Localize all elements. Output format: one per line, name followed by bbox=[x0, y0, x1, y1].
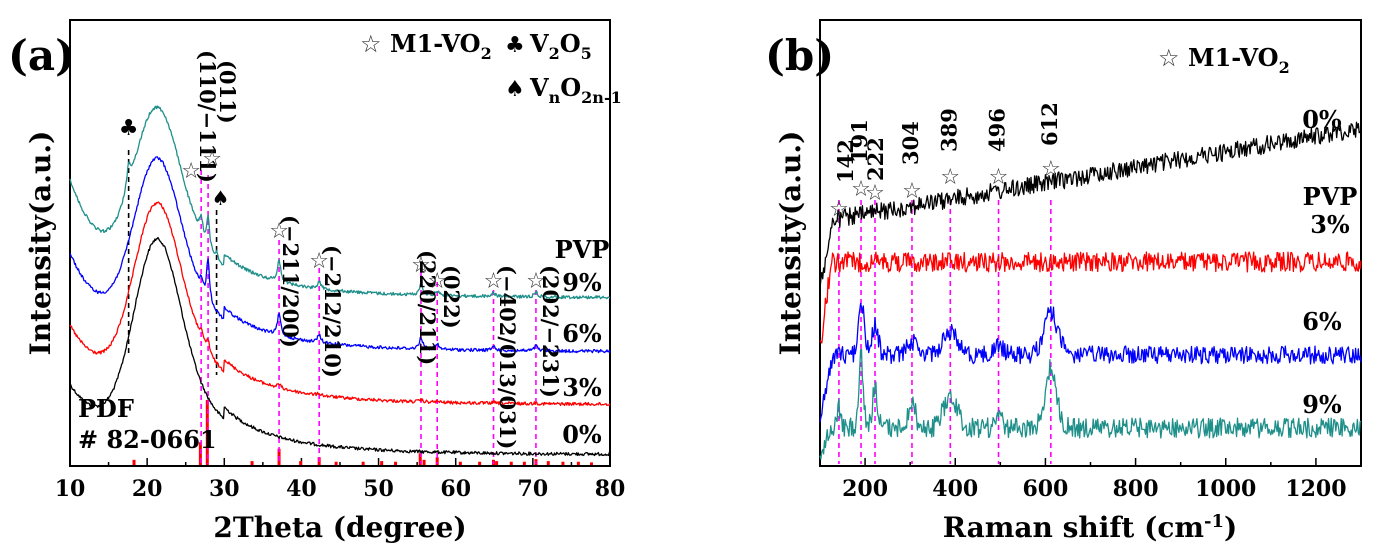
star-marker: ☆ bbox=[829, 197, 849, 222]
peak-label: 496 bbox=[985, 108, 1010, 152]
panel-b-x-axis-label: Raman shift (cm-1) bbox=[943, 511, 1238, 544]
x-tick-label: 10 bbox=[55, 476, 86, 502]
panel-b-label: (b) bbox=[765, 31, 834, 80]
x-tick-label: 50 bbox=[363, 476, 394, 502]
x-tick-label: 1200 bbox=[1285, 476, 1346, 502]
star-marker: ☆ bbox=[526, 269, 546, 294]
x-tick-label: 800 bbox=[1113, 476, 1159, 502]
peak-label: (−212/210) bbox=[320, 245, 345, 378]
raman-series-3pct bbox=[819, 251, 1362, 344]
panel-a-peak-guides bbox=[127, 150, 537, 464]
pdf-number-label: # 82-0661 bbox=[78, 425, 217, 454]
legend-vno2n-1: VnO2n-1 bbox=[529, 73, 622, 107]
panel-a-label: (a) bbox=[8, 31, 75, 80]
peak-label: (110/−111) bbox=[195, 50, 220, 183]
legend-v2o5: V2O5 bbox=[529, 29, 592, 63]
x-tick-label: 600 bbox=[1022, 476, 1068, 502]
series-label: 9% bbox=[562, 268, 602, 297]
peak-label: 191 bbox=[847, 119, 872, 163]
panel-b-y-axis-label: Intensity(a.u.) bbox=[774, 131, 807, 356]
star-marker: ☆ bbox=[181, 159, 201, 184]
series-label: 3% bbox=[1310, 210, 1350, 239]
xrd-series-0pct bbox=[69, 236, 611, 457]
star-marker: ☆ bbox=[269, 219, 289, 244]
xrd-series-9pct bbox=[69, 105, 611, 300]
star-marker: ☆ bbox=[1041, 157, 1061, 182]
series-label: 6% bbox=[562, 319, 602, 348]
series-label: 3% bbox=[562, 373, 602, 402]
panel-a-xrd-chart: (a) 10 20 30 40 50 60 70 80 2Theta (degree) Int… bbox=[8, 19, 626, 544]
peak-label: 304 bbox=[898, 121, 923, 165]
series-label: 0% bbox=[562, 420, 602, 449]
star-marker: ☆ bbox=[902, 179, 922, 204]
raman-series-0pct bbox=[819, 121, 1362, 290]
xrd-series-6pct bbox=[69, 156, 611, 354]
star-marker: ☆ bbox=[484, 269, 504, 294]
peak-label: 142 bbox=[833, 139, 858, 183]
peak-label: (202/−231) bbox=[538, 265, 563, 398]
legend-star-icon: ☆ bbox=[360, 30, 382, 58]
series-label: 0% bbox=[1302, 105, 1342, 134]
star-marker: ☆ bbox=[202, 147, 222, 172]
star-marker: ☆ bbox=[427, 269, 447, 294]
star-marker: ☆ bbox=[851, 177, 871, 202]
panel-b-x-ticks: 200 400 600 800 1000 1200 bbox=[842, 458, 1347, 502]
panel-b-plot-frame bbox=[819, 19, 1362, 467]
spade-marker: ♠ bbox=[212, 186, 230, 210]
club-marker: ♣ bbox=[119, 116, 139, 141]
x-tick-label: 70 bbox=[518, 476, 549, 502]
peak-label: (−211/200) bbox=[278, 215, 303, 348]
star-marker: ☆ bbox=[411, 253, 431, 278]
xrd-series-3pct bbox=[69, 201, 611, 407]
peak-label: 612 bbox=[1037, 102, 1062, 146]
panel-a-legend: ☆ M1-VO2 ♣ V2O5♠ VnO2n-1 bbox=[360, 29, 622, 107]
panel-a-x-ticks: 10 20 30 40 50 60 70 80 bbox=[55, 458, 626, 502]
pdf-label: PDF bbox=[78, 394, 134, 423]
legend-spade-icon: ♠ bbox=[505, 77, 525, 102]
series-label: 9% bbox=[1302, 390, 1342, 419]
x-tick-label: 400 bbox=[932, 476, 978, 502]
peak-label: 389 bbox=[936, 108, 961, 152]
star-marker: ☆ bbox=[989, 165, 1009, 190]
peak-label: (022) bbox=[439, 265, 464, 329]
panel-b-peak-guides bbox=[838, 200, 1052, 464]
x-tick-label: 30 bbox=[209, 476, 240, 502]
legend-star-icon: ☆ bbox=[1158, 44, 1180, 72]
x-tick-label: 80 bbox=[595, 476, 626, 502]
panel-a-plot-frame bbox=[69, 19, 611, 467]
x-tick-label: 200 bbox=[842, 476, 888, 502]
raman-series-6pct bbox=[819, 302, 1362, 423]
x-tick-label: 1000 bbox=[1195, 476, 1256, 502]
legend-club-icon: ♣ bbox=[505, 33, 525, 58]
panel-a-x-axis-label: 2Theta (degree) bbox=[213, 511, 466, 544]
series-label: 6% bbox=[1302, 307, 1342, 336]
star-marker: ☆ bbox=[865, 181, 885, 206]
star-marker: ☆ bbox=[940, 165, 960, 190]
raman-series-9pct bbox=[819, 348, 1362, 460]
star-marker: ☆ bbox=[309, 249, 329, 274]
pvp-label: PVP bbox=[555, 235, 610, 264]
panel-b-legend: ☆ M1-VO2 bbox=[1158, 43, 1290, 77]
peak-label: 222 bbox=[863, 137, 888, 181]
x-tick-label: 40 bbox=[286, 476, 317, 502]
peak-label: (−402/013/031) bbox=[495, 265, 520, 449]
legend-m1-vo2: M1-VO2 bbox=[390, 29, 492, 63]
pvp-label: PVP bbox=[1303, 182, 1358, 211]
x-tick-label: 20 bbox=[132, 476, 163, 502]
peak-label: (220/211) bbox=[415, 250, 440, 365]
peak-label: (011) bbox=[215, 60, 240, 124]
legend-m1-vo2: M1-VO2 bbox=[1188, 43, 1290, 77]
panel-b-raman-chart: (b) 200 400 600 800 1000 1200 Raman shift (cm… bbox=[765, 19, 1362, 544]
panel-a-y-axis-label: Intensity(a.u.) bbox=[24, 131, 57, 356]
x-tick-label: 60 bbox=[440, 476, 471, 502]
